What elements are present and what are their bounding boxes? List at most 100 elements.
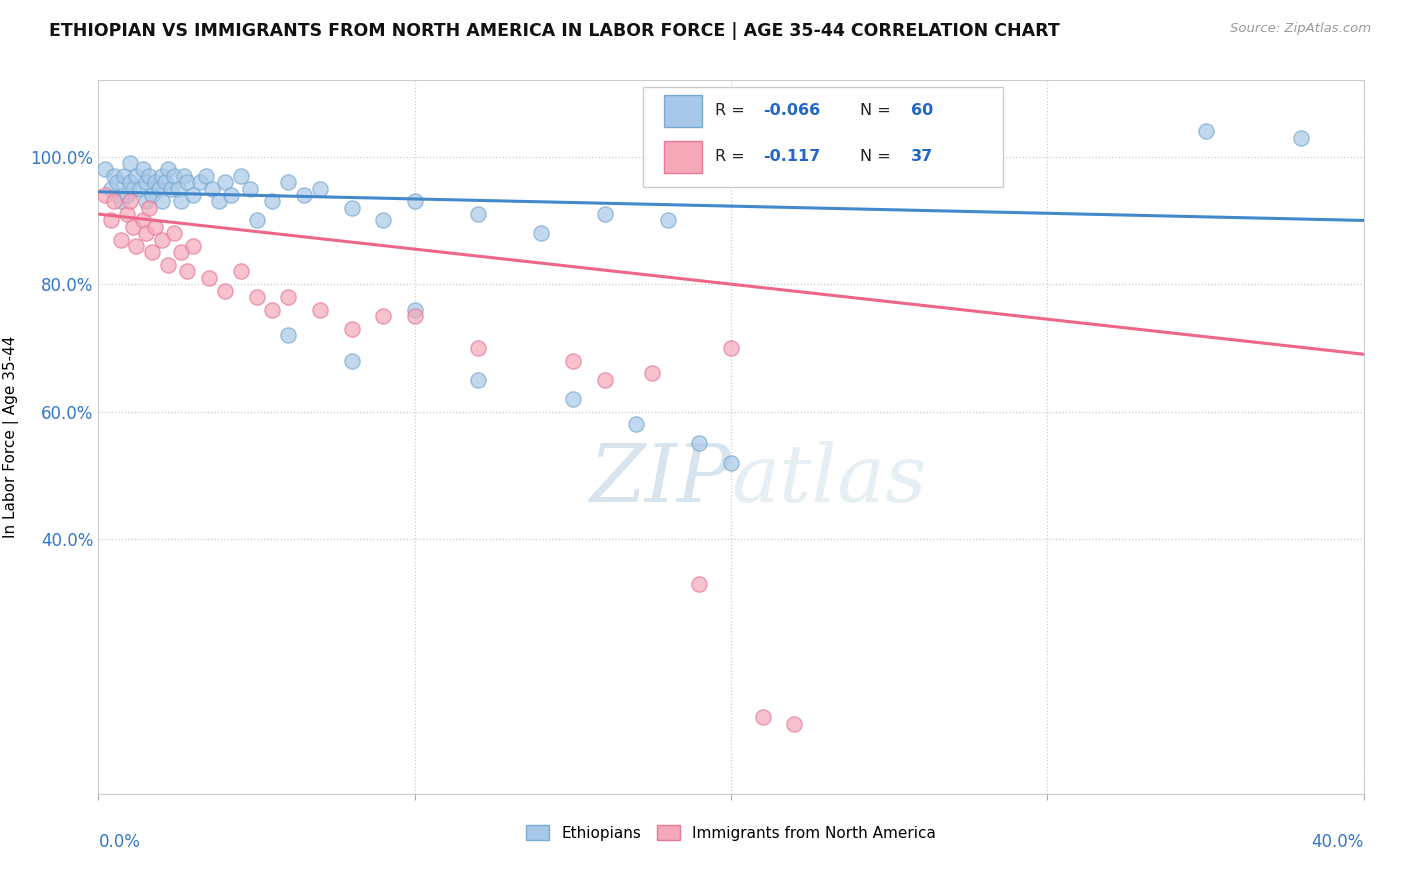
Point xyxy=(107,175,129,189)
Point xyxy=(138,169,160,183)
Point xyxy=(150,233,173,247)
Point xyxy=(688,436,710,450)
Point xyxy=(208,194,231,209)
Text: ETHIOPIAN VS IMMIGRANTS FROM NORTH AMERICA IN LABOR FORCE | AGE 35-44 CORRELATIO: ETHIOPIAN VS IMMIGRANTS FROM NORTH AMERI… xyxy=(49,22,1060,40)
Point xyxy=(125,239,148,253)
Point xyxy=(120,194,141,209)
Point xyxy=(277,328,299,343)
Point xyxy=(122,219,145,234)
Point xyxy=(115,207,138,221)
Text: N =: N = xyxy=(860,150,896,164)
Point xyxy=(115,188,138,202)
Point xyxy=(103,169,125,183)
Point xyxy=(176,264,198,278)
FancyBboxPatch shape xyxy=(643,87,1004,187)
Legend: Ethiopians, Immigrants from North America: Ethiopians, Immigrants from North Americ… xyxy=(520,819,942,847)
Point xyxy=(169,245,191,260)
Point xyxy=(169,194,191,209)
Point xyxy=(183,239,205,253)
Point xyxy=(157,258,180,272)
Text: R =: R = xyxy=(714,150,749,164)
Point xyxy=(277,175,299,189)
Point xyxy=(1194,124,1216,138)
Point xyxy=(135,175,157,189)
Point xyxy=(100,213,122,227)
Point xyxy=(120,156,141,170)
Point xyxy=(641,367,664,381)
Point xyxy=(157,162,180,177)
Text: -0.117: -0.117 xyxy=(762,150,820,164)
Point xyxy=(277,290,299,304)
Point xyxy=(720,341,742,355)
Point xyxy=(93,162,117,177)
Point xyxy=(530,226,553,240)
Point xyxy=(720,456,742,470)
Point xyxy=(122,181,145,195)
Point xyxy=(340,201,363,215)
Point xyxy=(110,233,132,247)
Point xyxy=(112,169,135,183)
Point xyxy=(309,302,332,317)
Point xyxy=(145,219,166,234)
Point xyxy=(120,175,141,189)
Text: 0.0%: 0.0% xyxy=(98,833,141,851)
Point xyxy=(198,270,221,285)
Point xyxy=(292,188,315,202)
Text: 60: 60 xyxy=(911,103,934,118)
Point xyxy=(340,322,363,336)
Point xyxy=(201,181,224,195)
Point xyxy=(624,417,647,432)
Point xyxy=(150,194,173,209)
Point xyxy=(561,392,585,406)
Point xyxy=(371,309,394,323)
Bar xyxy=(664,141,702,173)
Bar xyxy=(664,95,702,127)
Point xyxy=(93,188,117,202)
Point xyxy=(163,169,186,183)
Point xyxy=(135,226,157,240)
Text: atlas: atlas xyxy=(731,442,927,518)
Point xyxy=(229,169,252,183)
Point xyxy=(103,194,125,209)
Point xyxy=(153,175,176,189)
Point xyxy=(239,181,262,195)
Point xyxy=(128,181,150,195)
Point xyxy=(150,169,173,183)
Text: ZIP: ZIP xyxy=(589,442,731,518)
Point xyxy=(404,309,426,323)
Text: N =: N = xyxy=(860,103,896,118)
Point xyxy=(467,341,489,355)
Point xyxy=(657,213,679,227)
Point xyxy=(467,207,489,221)
Point xyxy=(262,302,284,317)
Point xyxy=(404,194,426,209)
Point xyxy=(561,353,585,368)
Point xyxy=(132,162,155,177)
Point xyxy=(371,213,394,227)
Point xyxy=(309,181,332,195)
Point xyxy=(1289,130,1312,145)
Point xyxy=(160,181,183,195)
Point xyxy=(183,188,205,202)
Text: Source: ZipAtlas.com: Source: ZipAtlas.com xyxy=(1230,22,1371,36)
Point xyxy=(173,169,195,183)
Point xyxy=(110,194,132,209)
Point xyxy=(404,302,426,317)
Point xyxy=(246,213,269,227)
Point xyxy=(229,264,252,278)
Point xyxy=(132,213,155,227)
Point xyxy=(141,188,163,202)
Point xyxy=(751,710,773,724)
Point xyxy=(214,175,236,189)
Point xyxy=(688,576,710,591)
Point xyxy=(262,194,284,209)
Point xyxy=(219,188,243,202)
Text: 40.0%: 40.0% xyxy=(1312,833,1364,851)
Text: -0.066: -0.066 xyxy=(762,103,820,118)
Point xyxy=(593,207,616,221)
Point xyxy=(188,175,211,189)
Point xyxy=(176,175,198,189)
Y-axis label: In Labor Force | Age 35-44: In Labor Force | Age 35-44 xyxy=(3,336,20,538)
Point xyxy=(163,226,186,240)
Point xyxy=(340,353,363,368)
